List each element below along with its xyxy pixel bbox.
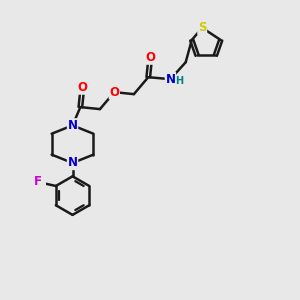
Text: N: N — [68, 119, 77, 132]
Text: H: H — [176, 76, 184, 86]
Text: N: N — [68, 157, 77, 169]
Text: S: S — [198, 21, 206, 34]
Text: O: O — [77, 81, 87, 94]
Text: O: O — [145, 51, 155, 64]
Text: F: F — [34, 176, 42, 188]
Text: O: O — [109, 85, 119, 99]
Text: N: N — [165, 73, 176, 86]
